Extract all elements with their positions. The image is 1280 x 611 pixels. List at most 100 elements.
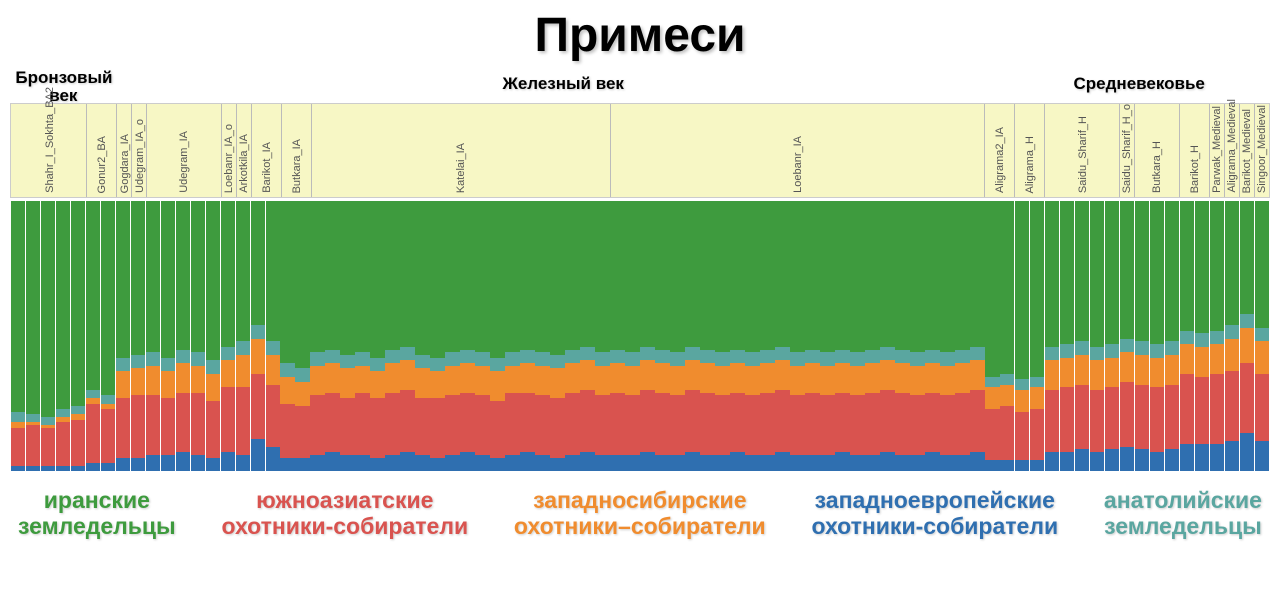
segment-west_european_hg [835, 452, 849, 471]
segment-south_asian_hg [715, 395, 729, 454]
admixture-bar [865, 201, 879, 471]
segment-iranian_farmers [295, 201, 309, 368]
segment-west_european_hg [880, 452, 894, 471]
segment-south_asian_hg [1150, 387, 1164, 452]
group-label: Aligrama2_IA [994, 127, 1006, 193]
segment-west_european_hg [865, 455, 879, 471]
group-label: Barikot_Medieval [1241, 109, 1253, 193]
segment-iranian_farmers [535, 201, 549, 352]
segment-iranian_farmers [1090, 201, 1104, 347]
admixture-bar [1195, 201, 1209, 471]
segment-anatolian_farmers [1030, 377, 1044, 388]
segment-iranian_farmers [1225, 201, 1239, 325]
segment-west_european_hg [550, 458, 564, 472]
admixture-bar [1015, 201, 1029, 471]
segment-south_asian_hg [101, 409, 115, 463]
segment-anatolian_farmers [236, 341, 250, 355]
admixture-bar [535, 201, 549, 471]
segment-south_asian_hg [71, 420, 85, 466]
segment-iranian_farmers [56, 201, 70, 409]
segment-anatolian_farmers [355, 352, 369, 366]
admixture-bar [1090, 201, 1104, 471]
segment-anatolian_farmers [1195, 333, 1209, 347]
segment-west_siberian_hg [955, 363, 969, 393]
segment-west_siberian_hg [760, 363, 774, 393]
segment-west_siberian_hg [1000, 385, 1014, 407]
segment-west_siberian_hg [1030, 387, 1044, 409]
segment-iranian_farmers [355, 201, 369, 352]
segment-west_european_hg [670, 455, 684, 471]
segment-anatolian_farmers [1165, 341, 1179, 355]
segment-anatolian_farmers [730, 350, 744, 364]
segment-south_asian_hg [1105, 387, 1119, 449]
segment-west_european_hg [505, 455, 519, 471]
segment-anatolian_farmers [865, 350, 879, 364]
segment-west_siberian_hg [1090, 360, 1104, 390]
group-label: Barikot_IA [261, 142, 273, 193]
segment-anatolian_farmers [610, 350, 624, 364]
segment-west_european_hg [56, 466, 70, 471]
segment-anatolian_farmers [1000, 374, 1014, 385]
segment-iranian_farmers [910, 201, 924, 352]
segment-west_european_hg [580, 452, 594, 471]
admixture-bar [1165, 201, 1179, 471]
segment-south_asian_hg [835, 393, 849, 452]
segment-anatolian_farmers [1150, 344, 1164, 358]
segment-west_siberian_hg [161, 371, 175, 398]
segment-iranian_farmers [940, 201, 954, 352]
segment-south_asian_hg [221, 387, 235, 452]
segment-west_siberian_hg [475, 366, 489, 396]
segment-south_asian_hg [1015, 412, 1029, 461]
segment-anatolian_farmers [970, 347, 984, 361]
segment-south_asian_hg [1225, 371, 1239, 441]
admixture-bar [520, 201, 534, 471]
segment-anatolian_farmers [505, 352, 519, 366]
segment-west_siberian_hg [985, 387, 999, 409]
segment-west_siberian_hg [1255, 341, 1269, 373]
segment-west_siberian_hg [895, 363, 909, 393]
segment-iranian_farmers [850, 201, 864, 352]
segment-west_european_hg [790, 455, 804, 471]
segment-south_asian_hg [236, 387, 250, 455]
admixture-bar [325, 201, 339, 471]
segment-west_siberian_hg [101, 404, 115, 409]
segment-iranian_farmers [745, 201, 759, 352]
segment-south_asian_hg [251, 374, 265, 439]
segment-anatolian_farmers [565, 350, 579, 364]
segment-west_siberian_hg [670, 366, 684, 396]
segment-west_european_hg [610, 455, 624, 471]
segment-west_siberian_hg [295, 382, 309, 406]
segment-anatolian_farmers [266, 341, 280, 355]
segment-south_asian_hg [266, 385, 280, 447]
segment-west_european_hg [685, 452, 699, 471]
admixture-bar [400, 201, 414, 471]
segment-south_asian_hg [415, 398, 429, 455]
segment-south_asian_hg [445, 395, 459, 454]
segment-iranian_farmers [715, 201, 729, 352]
admixture-bar [490, 201, 504, 471]
segment-west_european_hg [535, 455, 549, 471]
admixture-bar [11, 201, 25, 471]
segment-iranian_farmers [430, 201, 444, 358]
admixture-bar [595, 201, 609, 471]
segment-west_siberian_hg [1060, 358, 1074, 388]
segment-west_european_hg [1090, 452, 1104, 471]
segment-anatolian_farmers [745, 352, 759, 366]
segment-south_asian_hg [805, 393, 819, 455]
segment-west_siberian_hg [745, 366, 759, 396]
segment-anatolian_farmers [101, 395, 115, 403]
group-label: Gogdara_IA [119, 134, 131, 193]
admixture-bar [370, 201, 384, 471]
segment-iranian_farmers [415, 201, 429, 355]
segment-iranian_farmers [101, 201, 115, 395]
segment-west_siberian_hg [385, 363, 399, 393]
segment-anatolian_farmers [86, 390, 100, 398]
segment-west_european_hg [940, 455, 954, 471]
segment-anatolian_farmers [910, 352, 924, 366]
segment-south_asian_hg [310, 395, 324, 454]
segment-west_siberian_hg [415, 368, 429, 398]
legend-item: анатолийские земледельцы [1104, 487, 1262, 540]
segment-iranian_farmers [475, 201, 489, 352]
segment-iranian_farmers [790, 201, 804, 352]
segment-south_asian_hg [730, 393, 744, 452]
